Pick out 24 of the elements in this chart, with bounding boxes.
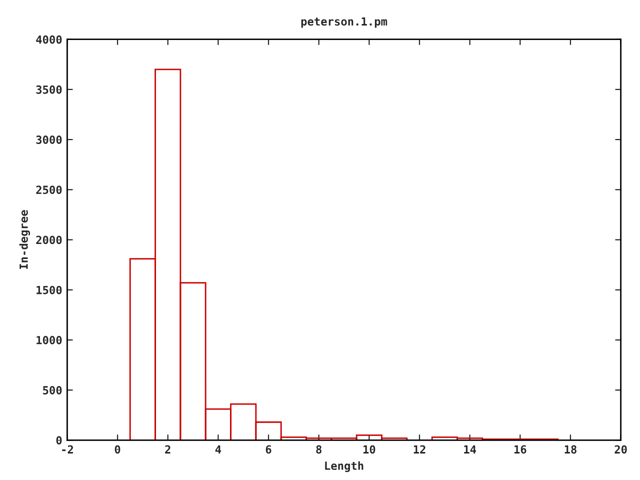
x-tick-label: 8 [316,445,322,454]
x-tick-label: 16 [514,445,526,454]
x-tick-label: 18 [564,445,576,454]
y-tick-label: 1500 [36,286,62,294]
x-tick-label: 0 [114,445,120,454]
y-tick-label: 3500 [36,85,62,94]
x-tick-label: 2 [165,445,170,454]
x-tick-label: 20 [614,445,627,454]
y-tick-label: 0 [56,436,62,445]
y-tick-label: 4000 [36,35,62,44]
x-tick-label: 4 [215,445,222,454]
x-axis-title: Length [325,461,364,472]
chart-title: peterson.1.pm [301,17,388,28]
x-tick-label: 10 [363,445,376,454]
y-tick-label: 2500 [36,186,62,194]
x-tick-label: -2 [62,445,73,454]
y-tick-label: 2000 [36,236,62,244]
y-tick-label: 1000 [36,336,62,344]
y-tick-label: 500 [43,386,62,394]
y-axis-title: In-degree [19,210,30,269]
x-tick-label: 14 [464,445,476,454]
x-tick-label: 6 [266,445,272,454]
x-tick-label: 12 [414,445,426,454]
y-tick-label: 3000 [36,136,62,144]
